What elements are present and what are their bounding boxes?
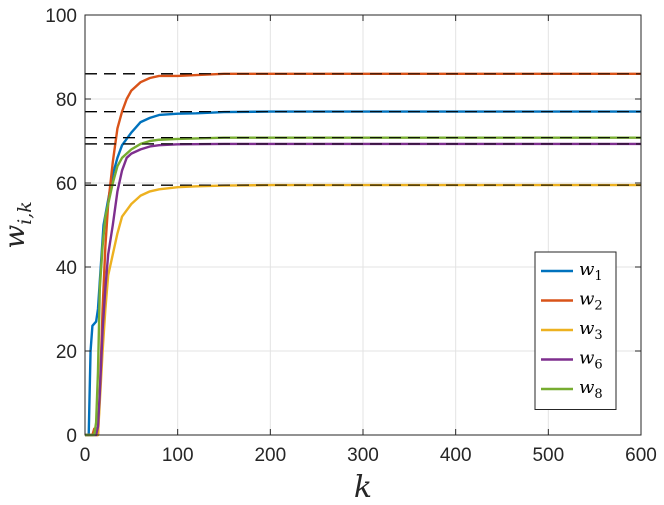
legend-label-w8: w8 bbox=[579, 377, 603, 402]
legend: w1 w2 w3 w6 w8 bbox=[534, 251, 617, 410]
y-axis-label-text: wi,k bbox=[0, 201, 36, 249]
x-axis-label: k bbox=[354, 470, 372, 505]
x-tick-label: 0 bbox=[80, 445, 91, 466]
y-axis-label-subscript: i,k bbox=[14, 201, 36, 225]
y-tick-label: 100 bbox=[45, 6, 77, 27]
legend-label-w6: w6 bbox=[579, 348, 603, 373]
y-tick-label: 20 bbox=[56, 342, 77, 363]
x-tick-label: 300 bbox=[347, 445, 379, 466]
x-tick-label: 200 bbox=[254, 445, 286, 466]
y-tick-label: 40 bbox=[56, 258, 77, 279]
axis-ticks: 0 100 200 300 400 500 600 0 20 40 60 80 100 bbox=[45, 6, 657, 466]
x-tick-label: 600 bbox=[625, 445, 657, 466]
axis-labels: k wi,k bbox=[0, 201, 372, 505]
series-lines bbox=[85, 72, 641, 437]
y-axis-label: wi,k bbox=[0, 201, 36, 249]
y-tick-label: 60 bbox=[56, 174, 77, 195]
legend-label-w1: w1 bbox=[579, 259, 603, 284]
y-tick-label: 80 bbox=[56, 90, 77, 111]
series-line-w1 bbox=[85, 110, 641, 437]
x-tick-label: 400 bbox=[440, 445, 472, 466]
y-axis-label-base: w bbox=[0, 225, 31, 249]
x-tick-label: 500 bbox=[532, 445, 564, 466]
y-tick-label: 0 bbox=[66, 426, 77, 447]
x-tick-label: 100 bbox=[162, 445, 194, 466]
legend-label-w2: w2 bbox=[579, 289, 603, 314]
legend-label-w3: w3 bbox=[579, 318, 603, 343]
